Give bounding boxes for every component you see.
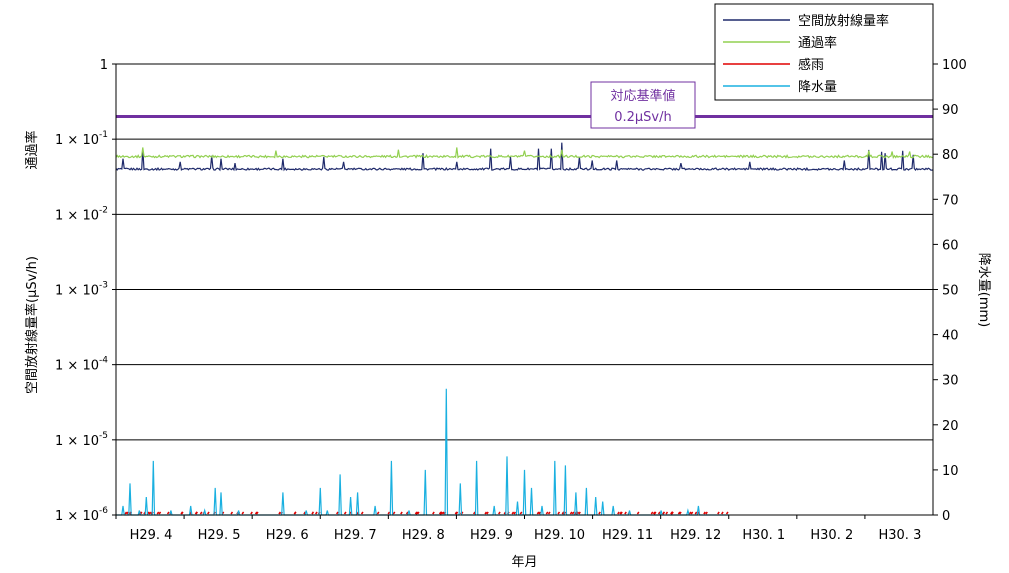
x-tick-label-3: H29. 7 bbox=[334, 528, 377, 543]
left-axis-title-pass-rate: 通過率 bbox=[24, 130, 40, 169]
x-tick-label-6: H29. 10 bbox=[534, 528, 585, 543]
right-tick-label-3: 30 bbox=[942, 374, 959, 389]
x-tick-label-10: H30. 2 bbox=[810, 528, 853, 543]
legend-label-0: 空間放射線量率 bbox=[798, 13, 889, 29]
x-axis-title: 年月 bbox=[511, 555, 537, 570]
right-axis-title-precipitation: 降水量(mm) bbox=[976, 253, 991, 327]
left-tick-label-1: 1 × 10-1 bbox=[55, 130, 108, 148]
series-1 bbox=[115, 147, 934, 159]
left-tick-exponent-2: -2 bbox=[99, 205, 108, 215]
reference-label-line2: 0.2μSv/h bbox=[614, 110, 672, 125]
left-tick-exponent-5: -5 bbox=[99, 431, 108, 441]
x-tick-label-9: H30. 1 bbox=[742, 528, 785, 543]
right-tick-label-5: 50 bbox=[942, 284, 959, 299]
grid bbox=[116, 138, 933, 441]
left-tick-label-2: 1 × 10-2 bbox=[55, 205, 108, 223]
left-axis-ticks: 1 1 × 10-1 1 × 10-2 1 × 10-3 1 × 10-4 1 × 10-… bbox=[55, 58, 116, 524]
left-tick-label-6: 1 × 10-6 bbox=[55, 506, 108, 524]
x-tick-label-4: H29. 8 bbox=[402, 528, 445, 543]
x-tick-label-0: H29. 4 bbox=[130, 528, 173, 543]
series-line-0 bbox=[115, 142, 934, 172]
x-tick-label-2: H29. 6 bbox=[266, 528, 309, 543]
series-0 bbox=[115, 142, 934, 172]
right-tick-label-7: 70 bbox=[942, 193, 959, 208]
left-tick-label-4: 1 × 10-4 bbox=[55, 356, 108, 374]
right-tick-label-8: 80 bbox=[942, 148, 959, 163]
left-tick-exponent-1: -1 bbox=[99, 130, 108, 140]
right-tick-label-1: 10 bbox=[942, 464, 959, 479]
left-tick-exponent-3: -3 bbox=[99, 281, 108, 291]
right-tick-label-0: 0 bbox=[942, 509, 950, 524]
right-tick-label-9: 90 bbox=[942, 103, 959, 118]
right-tick-label-2: 20 bbox=[942, 419, 959, 434]
legend-label-1: 通過率 bbox=[798, 35, 837, 51]
x-tick-label-7: H29. 11 bbox=[602, 528, 653, 543]
legend-label-2: 感雨 bbox=[798, 57, 824, 73]
legend-label-3: 降水量 bbox=[798, 80, 837, 95]
left-tick-exponent-4: -4 bbox=[99, 356, 108, 366]
reference-label-box bbox=[590, 81, 696, 129]
x-tick-label-11: H30. 3 bbox=[878, 528, 921, 543]
left-tick-label-0: 1 bbox=[100, 58, 108, 73]
series-line-1 bbox=[115, 147, 934, 159]
x-tick-label-5: H29. 9 bbox=[470, 528, 513, 543]
left-axis-title-dose-rate: 空間放射線量率(μSv/h) bbox=[24, 256, 40, 394]
left-tick-label-3: 1 × 10-3 bbox=[55, 281, 108, 299]
right-tick-label-10: 100 bbox=[942, 58, 967, 73]
reference-layer: 対応基準値 0.2μSv/h bbox=[116, 81, 933, 129]
reference-label-line1: 対応基準値 bbox=[610, 88, 675, 104]
x-tick-label-1: H29. 5 bbox=[198, 528, 241, 543]
x-tick-label-8: H29. 12 bbox=[670, 528, 721, 543]
right-tick-label-6: 60 bbox=[942, 238, 959, 253]
x-axis-ticks: H29. 4 H29. 5 H29. 6 H29. 7 H29. 8 H29. 9 H29.… bbox=[115, 515, 921, 543]
right-tick-label-4: 40 bbox=[942, 329, 959, 344]
left-tick-label-5: 1 × 10-5 bbox=[55, 431, 108, 449]
right-axis-ticks: 0 10 20 30 40 50 60 70 80 90 100 bbox=[933, 58, 967, 524]
left-tick-exponent-6: -6 bbox=[99, 506, 108, 516]
